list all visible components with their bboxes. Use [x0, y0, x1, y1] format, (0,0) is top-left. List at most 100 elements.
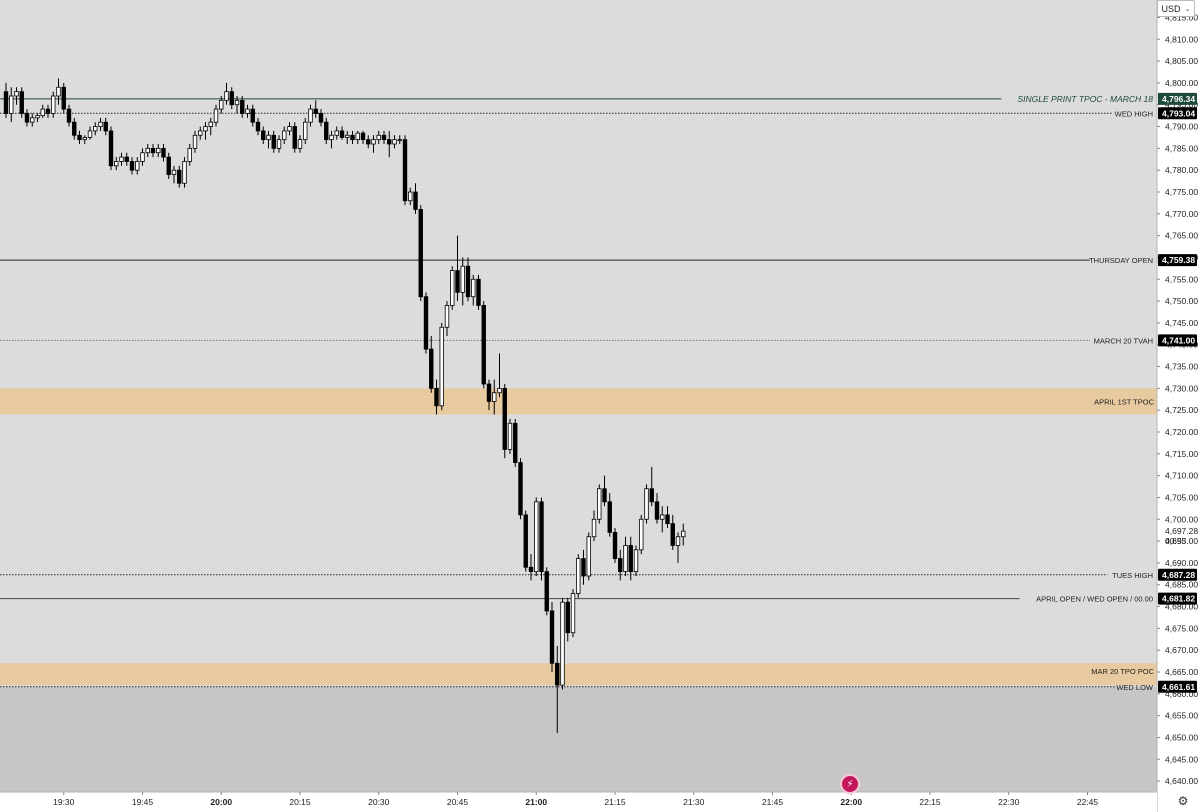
candle-body	[24, 113, 30, 123]
candle-body	[224, 91, 229, 101]
candle-body	[177, 169, 182, 184]
candle-body	[287, 126, 292, 132]
candle-body	[45, 108, 51, 114]
candle-body	[570, 593, 576, 634]
candle-body	[381, 134, 387, 141]
level-price-badge	[1158, 568, 1197, 581]
candle	[292, 122, 297, 153]
candle	[392, 135, 397, 149]
candle	[9, 87, 14, 123]
candle-body	[675, 536, 681, 546]
candle-body	[387, 139, 392, 145]
candle	[103, 117, 108, 136]
candle-body	[140, 152, 145, 162]
candle	[681, 523, 686, 546]
candle	[87, 126, 93, 140]
candle-body	[408, 191, 413, 202]
candle-body	[371, 139, 376, 145]
candle	[597, 484, 602, 524]
candle-body	[434, 387, 439, 407]
level-label: WED LOW	[1116, 683, 1154, 692]
time-tick-label: 20:15	[289, 797, 311, 807]
candle	[119, 152, 124, 166]
price-tick-label: 4,765.00	[1165, 231, 1198, 241]
candle-body	[523, 514, 528, 568]
candle	[93, 122, 98, 136]
candle-body	[51, 95, 56, 114]
candle	[513, 418, 518, 467]
candle-body	[171, 169, 177, 175]
candle-body	[397, 139, 402, 142]
price-tick-label: 4,785.00	[1165, 143, 1198, 153]
price-tick-label: 4,715.00	[1165, 449, 1198, 459]
candle-body	[166, 156, 171, 175]
candle-body	[476, 278, 481, 306]
level-price-badge-text: 4,661.61	[1162, 682, 1195, 692]
candle-body	[145, 147, 150, 154]
zone-label: APRIL 1ST TPOC	[1094, 397, 1154, 406]
candle-body	[444, 305, 450, 328]
candle-body	[439, 326, 444, 407]
candle-body	[413, 191, 418, 210]
candle-body	[114, 161, 119, 167]
price-axis-panel	[1157, 0, 1200, 812]
candle	[24, 109, 30, 127]
candle-body	[355, 132, 360, 141]
candle-body	[644, 488, 649, 520]
flash-icon[interactable]: ⚡	[842, 776, 858, 792]
time-tick-label: 21:15	[604, 797, 626, 807]
candle	[618, 549, 623, 581]
gear-icon[interactable]: ⚙	[1177, 794, 1189, 808]
candle	[434, 379, 439, 415]
candle	[649, 466, 654, 507]
candle	[660, 506, 665, 533]
candle	[3, 82, 9, 118]
candle-body	[649, 488, 654, 503]
price-tick-label: 4,670.00	[1165, 645, 1198, 655]
candle	[208, 117, 213, 136]
time-tick-label: 22:15	[919, 797, 941, 807]
candle	[570, 589, 576, 638]
candle-body	[429, 348, 434, 389]
candle	[408, 187, 413, 206]
candle	[502, 384, 507, 459]
candle	[628, 536, 633, 581]
level-price-badge	[1158, 92, 1197, 105]
currency-label: USD	[1161, 3, 1181, 14]
candle-body	[313, 108, 318, 114]
candle-body	[66, 108, 72, 123]
candle	[402, 135, 408, 206]
candle	[481, 301, 486, 389]
price-tick-label: 4,650.00	[1165, 732, 1198, 742]
candle-body	[56, 86, 61, 97]
candle-body	[108, 130, 114, 167]
currency-selector[interactable]: USD ⌄	[1157, 0, 1195, 17]
candle	[297, 135, 303, 153]
price-tick-label: 4,700.00	[1165, 514, 1198, 524]
candle-body	[465, 265, 471, 298]
candle	[308, 104, 313, 127]
candle-body	[182, 161, 187, 184]
level-label: WED HIGH	[1115, 109, 1153, 118]
candle	[114, 157, 119, 171]
level-price-badge	[1158, 334, 1197, 347]
candle	[429, 336, 434, 393]
candle	[423, 292, 429, 354]
candle	[476, 274, 481, 310]
price-tick-label: 4,655.00	[1165, 711, 1198, 721]
candle	[224, 82, 229, 105]
candle	[644, 484, 649, 524]
candle	[623, 536, 628, 576]
candle-body	[324, 121, 329, 141]
candle-body	[329, 134, 334, 141]
candle	[381, 130, 387, 144]
candle-body	[602, 488, 607, 503]
candle-body	[518, 462, 523, 516]
price-tick-label: 4,790.00	[1165, 122, 1198, 132]
candle-body	[670, 523, 675, 546]
candle-body	[350, 134, 355, 141]
candle	[455, 235, 460, 302]
candle	[124, 152, 129, 166]
